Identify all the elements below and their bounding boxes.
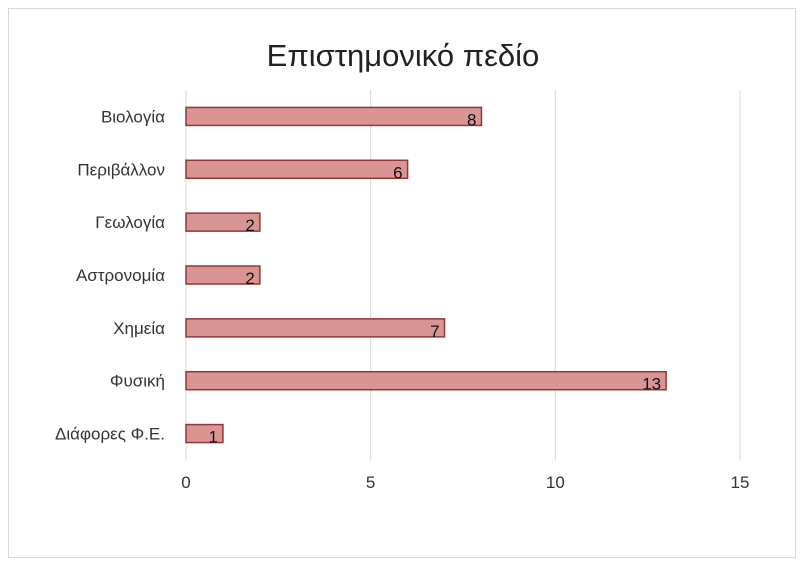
bar (185, 265, 261, 285)
chart-title: Επιστημονικό πεδίο (266, 38, 540, 73)
category-label: Αστρονομία (76, 266, 165, 285)
data-label: 2 (245, 269, 254, 288)
data-label: 8 (467, 110, 476, 129)
data-label: 2 (245, 216, 254, 235)
data-label: 6 (393, 163, 402, 182)
x-tick-label: 15 (731, 473, 750, 492)
bar (185, 370, 667, 391)
x-tick-label: 0 (181, 473, 190, 492)
data-label: 7 (430, 322, 439, 341)
bar (185, 212, 261, 232)
x-tick-label: 5 (366, 473, 375, 492)
data-label: 13 (642, 375, 661, 394)
bar (185, 106, 483, 127)
category-label: Φυσική (110, 372, 165, 391)
data-label: 1 (208, 428, 217, 447)
chart-frame (8, 8, 796, 558)
x-tick-label: 10 (546, 473, 565, 492)
category-label: Βιολογία (101, 107, 165, 126)
category-label: Διάφορες Φ.Ε. (55, 425, 165, 444)
category-label: Περιβάλλον (77, 160, 165, 179)
category-label: Χημεία (113, 319, 165, 338)
bar (185, 318, 446, 338)
bar (185, 159, 409, 180)
category-label: Γεωλογία (95, 213, 165, 232)
bar (185, 423, 224, 444)
